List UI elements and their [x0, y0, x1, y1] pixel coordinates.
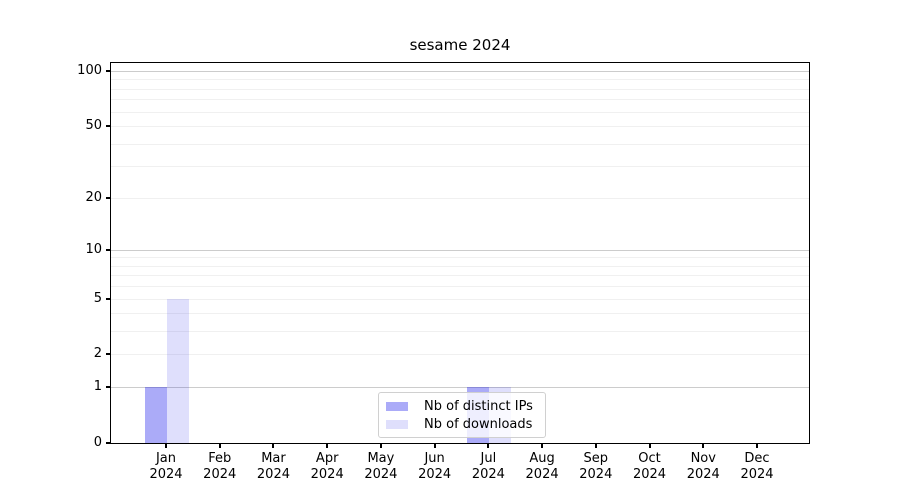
bar-nb-of-downloads-jan	[167, 298, 189, 443]
x-tick-mark	[487, 444, 490, 448]
chart-title: sesame 2024	[409, 36, 511, 54]
x-tick-year: 2024	[418, 467, 452, 482]
major-gridline	[111, 249, 809, 251]
minor-gridline	[111, 354, 809, 356]
x-tick-year: 2024	[149, 467, 183, 482]
y-tick-label: 100	[77, 63, 102, 79]
x-tick-month: Mar	[261, 451, 286, 466]
legend-label-nb-of-downloads: Nb of downloads	[424, 416, 533, 432]
y-tick-mark	[106, 353, 110, 356]
x-tick-label-jun: Jun 2024	[405, 451, 465, 483]
legend-swatch-nb-of-distinct-ips	[386, 401, 408, 411]
minor-gridline	[111, 313, 809, 315]
x-tick-mark	[541, 444, 544, 448]
x-tick-month: Jan	[155, 451, 177, 466]
x-tick-mark	[594, 444, 597, 448]
y-tick-label: 50	[85, 118, 102, 134]
minor-gridline	[111, 166, 809, 168]
plot-area	[110, 62, 810, 444]
x-tick-year: 2024	[203, 467, 237, 482]
y-tick-label: 2	[93, 346, 102, 362]
x-tick-month: Aug	[529, 451, 555, 466]
legend-swatch-nb-of-downloads	[386, 419, 408, 429]
x-tick-month: Nov	[690, 451, 716, 466]
x-tick-year: 2024	[471, 467, 505, 482]
x-tick-label-dec: Dec 2024	[727, 451, 787, 483]
x-tick-label-feb: Feb 2024	[190, 451, 250, 483]
x-tick-year: 2024	[686, 467, 720, 482]
x-tick-mark	[218, 444, 221, 448]
major-gridline	[111, 387, 809, 389]
y-tick-mark	[106, 442, 110, 444]
x-tick-mark	[272, 444, 275, 448]
x-tick-month: Oct	[638, 451, 661, 466]
x-tick-year: 2024	[525, 467, 559, 482]
bars-layer	[111, 63, 809, 443]
x-tick-year: 2024	[256, 467, 290, 482]
y-tick-mark	[106, 386, 110, 389]
minor-gridline	[111, 88, 809, 90]
y-tick-mark	[106, 196, 110, 199]
y-tick-label: 20	[85, 189, 102, 205]
x-tick-label-apr: Apr 2024	[297, 451, 357, 483]
y-tick-mark	[106, 248, 110, 251]
x-tick-year: 2024	[740, 467, 774, 482]
x-tick-mark	[702, 444, 705, 448]
minor-gridline	[111, 298, 809, 300]
minor-gridline	[111, 286, 809, 288]
x-tick-month: Apr	[315, 451, 339, 466]
minor-gridline	[111, 99, 809, 101]
x-tick-month: Dec	[744, 451, 770, 466]
y-tick-label: 1	[93, 379, 102, 395]
x-tick-mark	[379, 444, 382, 448]
major-gridline	[111, 71, 809, 73]
legend-label-nb-of-distinct-ips: Nb of distinct IPs	[424, 398, 533, 414]
x-tick-mark	[326, 444, 329, 448]
minor-gridline	[111, 197, 809, 199]
x-tick-month: Jun	[424, 451, 445, 466]
legend-row-nb-of-distinct-ips: Nb of distinct IPs	[386, 398, 538, 415]
y-tick-mark	[106, 70, 110, 73]
x-tick-label-jul: Jul 2024	[458, 451, 518, 483]
x-tick-label-mar: Mar 2024	[243, 451, 303, 483]
x-tick-label-jan: Jan 2024	[136, 451, 196, 483]
minor-gridline	[111, 331, 809, 333]
minor-gridline	[111, 143, 809, 145]
minor-gridline	[111, 79, 809, 81]
y-tick-label: 0	[93, 435, 102, 450]
y-tick-label: 10	[85, 241, 102, 257]
x-tick-mark	[433, 444, 436, 448]
x-tick-label-sep: Sep 2024	[566, 451, 626, 483]
x-tick-label-oct: Oct 2024	[620, 451, 680, 483]
x-tick-label-nov: Nov 2024	[673, 451, 733, 483]
legend-row-nb-of-downloads: Nb of downloads	[386, 416, 538, 433]
x-tick-year: 2024	[364, 467, 398, 482]
minor-gridline	[111, 126, 809, 128]
legend: Nb of distinct IPs Nb of downloads	[378, 392, 546, 438]
x-tick-month: Feb	[208, 451, 232, 466]
x-tick-label-aug: Aug 2024	[512, 451, 572, 483]
x-tick-month: Sep	[583, 451, 609, 466]
x-tick-label-may: May 2024	[351, 451, 411, 483]
x-tick-year: 2024	[310, 467, 344, 482]
x-tick-mark	[648, 444, 651, 448]
y-tick-mark	[106, 125, 110, 128]
minor-gridline	[111, 265, 809, 267]
y-tick-mark	[106, 297, 110, 300]
y-tick-label: 5	[93, 290, 102, 306]
x-tick-month: May	[367, 451, 395, 466]
minor-gridline	[111, 275, 809, 277]
x-tick-mark	[165, 444, 167, 448]
minor-gridline	[111, 111, 809, 113]
grid-layer	[111, 63, 809, 443]
x-tick-month: Jul	[480, 451, 497, 466]
x-tick-year: 2024	[579, 467, 613, 482]
bar-nb-of-distinct-ips-jan	[145, 387, 167, 443]
minor-gridline	[111, 257, 809, 259]
x-tick-mark	[755, 444, 758, 448]
x-tick-year: 2024	[632, 467, 667, 482]
